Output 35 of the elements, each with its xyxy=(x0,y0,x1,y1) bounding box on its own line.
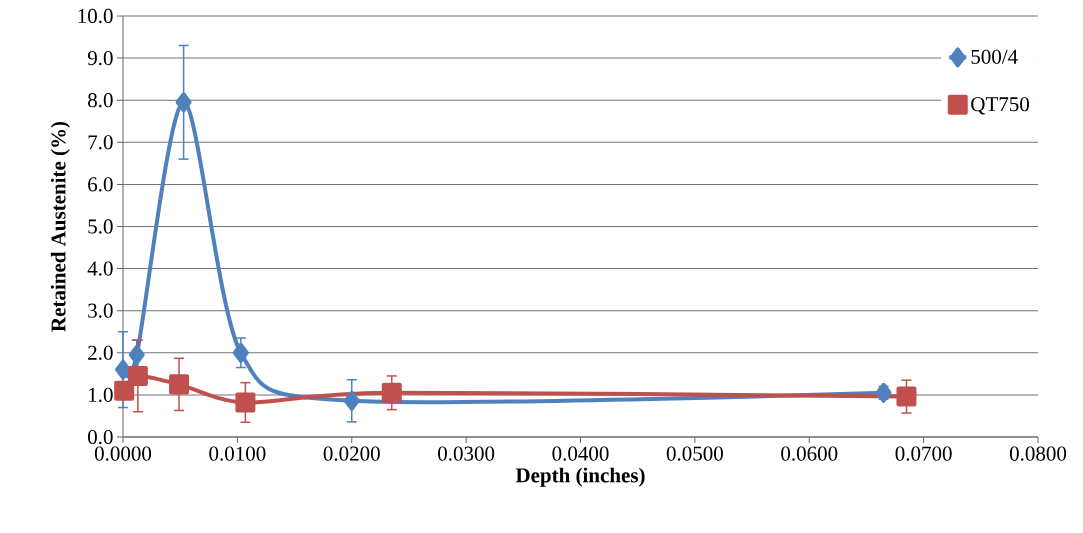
x-tick-label: 0.0800 xyxy=(1009,446,1067,461)
x-tick-label: 0.0600 xyxy=(781,446,838,461)
point xyxy=(235,392,256,413)
point xyxy=(115,359,131,380)
y-tick-label: 10.0 xyxy=(78,8,113,24)
point xyxy=(381,382,402,403)
y-tick-label: 5.0 xyxy=(88,219,113,234)
y-tick-label: 3.0 xyxy=(88,303,113,318)
x-tick-label: 0.0100 xyxy=(209,446,266,461)
x-axis-title: Depth (inches) xyxy=(515,467,645,487)
point xyxy=(128,344,145,365)
y-tick-label: 8.0 xyxy=(88,93,113,108)
x-tick-label: 0.0300 xyxy=(438,446,495,461)
x-tick-label: 0.0000 xyxy=(94,446,152,461)
point xyxy=(343,390,360,411)
x-tick-label: 0.0200 xyxy=(323,446,380,461)
point xyxy=(114,380,135,401)
point xyxy=(169,374,190,395)
x-tick-label: 0.0500 xyxy=(666,446,723,461)
y-tick-label: 1.0 xyxy=(89,387,113,403)
point xyxy=(896,386,917,407)
point xyxy=(232,342,249,363)
y-axis-title: Retained Austenite (%) xyxy=(50,121,70,332)
y-tick-label: 4.0 xyxy=(87,261,113,276)
legend-label: QT750 xyxy=(971,97,1030,115)
y-tick-label: 2.0 xyxy=(88,345,113,360)
y-tick-label: 9.0 xyxy=(87,50,113,66)
y-tick-label: 7.0 xyxy=(88,135,113,150)
legend-label: 500/4 xyxy=(971,49,1018,64)
y-tick-label: 6.0 xyxy=(88,177,113,192)
x-tick-label: 0.0400 xyxy=(552,446,609,461)
y-tick-label: 0.0 xyxy=(88,429,113,445)
point xyxy=(175,92,192,113)
point xyxy=(127,365,148,386)
x-tick-label: 0.0700 xyxy=(895,446,952,461)
